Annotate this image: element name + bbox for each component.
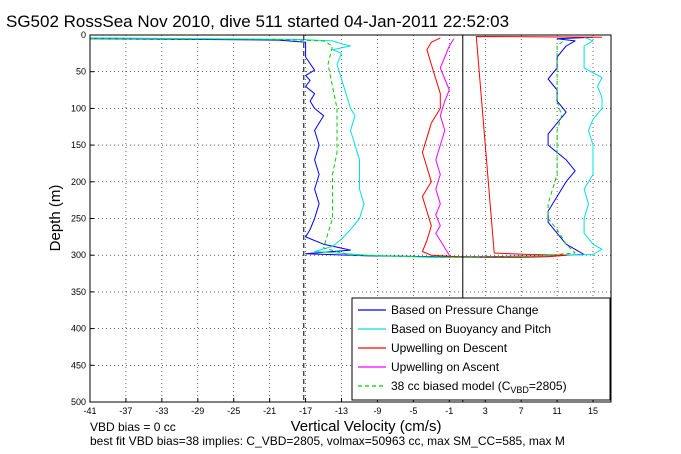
series-line-2 [89,36,603,258]
x-tick-label: -33 [155,406,168,416]
y-tick-label: 450 [71,360,86,370]
y-tick-label: 250 [71,214,86,224]
legend-label: Upwelling on Descent [391,341,508,355]
y-tick-label: 100 [71,103,86,113]
y-tick-label: 50 [76,67,86,77]
y-tick-label: 400 [71,324,86,334]
x-tick-label: -17 [299,406,312,416]
y-tick-label: 350 [71,287,86,297]
x-tick-label: 15 [588,406,598,416]
legend: Based on Pressure Change Based on Buoyanc… [351,297,611,401]
y-tick-labels: 0 50 100 150 200 250 300 350 400 450 500 [71,30,86,407]
series-line-3 [421,36,603,258]
x-tick-label: 3 [483,406,488,416]
y-tick-label: 0 [81,30,86,40]
x-axis-label: Vertical Velocity (cm/s) [291,418,442,435]
x-tick-label: 11 [552,406,561,416]
y-tick-label: 200 [71,177,86,187]
note-vbd-bias: VBD bias = 0 cc [90,420,176,434]
x-tick-label: -5 [409,406,417,416]
series-line-4 [435,38,455,256]
x-tick-label: -1 [445,406,453,416]
x-tick-label: -21 [263,406,276,416]
plot-frame [89,34,612,403]
legend-box [351,297,611,401]
chart-title: SG502 RossSea Nov 2010, dive 511 started… [6,12,509,31]
note-best-fit: best fit VBD bias=38 implies: C_VBD=2805… [90,434,565,448]
x-tick-label: 7 [519,406,524,416]
legend-label: Based on Pressure Change [391,303,539,317]
legend-label: 38 cc biased model (CVBD=2805) [391,379,567,395]
x-tick-label: -37 [119,406,132,416]
legend-label: Based on Buoyancy and Pitch [391,322,551,336]
y-tick-label: 150 [71,140,86,150]
x-tick-label: -25 [227,406,240,416]
legend-label: Upwelling on Ascent [391,360,500,374]
x-tick-label: -41 [83,406,96,416]
x-tick-label: -13 [335,406,348,416]
series-layer [89,36,603,258]
series-line-5 [89,38,576,258]
y-axis-label: Depth (m) [47,185,64,252]
x-tick-label: -29 [191,406,204,416]
y-tick-label: 500 [71,397,86,407]
y-tick-label: 300 [71,250,86,260]
x-tick-label: -9 [373,406,381,416]
x-tick-labels: -41 -37 -33 -29 -25 -21 -17 -13 -9 -5 -1 3 7 11 15 [83,406,598,416]
